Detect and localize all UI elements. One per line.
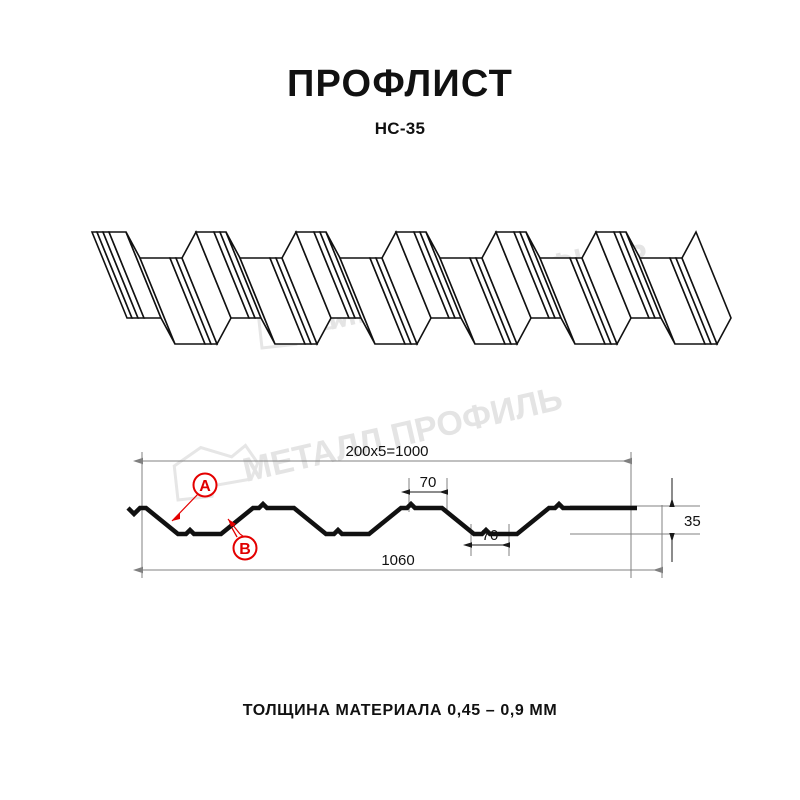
callout-b-circle <box>232 535 258 561</box>
watermark-logo-icon-2 <box>172 443 260 502</box>
page-title: ПРОФЛИСТ <box>287 63 513 105</box>
dimension-overall-width: 1060 <box>133 552 663 574</box>
header-block: ПРОФЛИСТ НС-35 <box>0 62 800 140</box>
dimension-label-valley-width: 70 <box>482 527 499 544</box>
callout-a-label: A <box>199 478 211 495</box>
watermark-text-upper: МЕТАЛЛ ПРОФИЛЬ <box>323 227 650 338</box>
material-thickness-label: ТОЛЩИНА МАТЕРИАЛА 0,45 – 0,9 ММ <box>242 702 558 719</box>
dimension-label-effective-width: 200x5=1000 <box>346 443 429 460</box>
dimension-label-crest-width: 70 <box>420 474 437 491</box>
isometric-corrugation-group <box>90 230 732 346</box>
dimension-profile-height: 35 <box>669 478 701 562</box>
dimension-effective-width: 200x5=1000 <box>133 443 632 465</box>
dimension-crest-width: 70 <box>401 474 448 495</box>
watermark-text-lower: МЕТАЛЛ ПРОФИЛЬ <box>239 379 566 490</box>
dimension-label-overall-width: 1060 <box>381 552 414 569</box>
watermark-lower: МЕТАЛЛ ПРОФИЛЬ <box>172 379 566 502</box>
footer-block: ТОЛЩИНА МАТЕРИАЛА 0,45 – 0,9 ММ <box>0 702 800 720</box>
product-model-label: НС-35 <box>374 119 426 138</box>
callout-a: A <box>171 472 218 522</box>
dimension-label-profile-height: 35 <box>684 513 701 530</box>
profile-outline <box>126 500 637 537</box>
dimension-valley-width: 70 <box>463 527 510 548</box>
extension-lines <box>141 452 700 578</box>
watermark-upper: МЕТАЛЛ ПРОФИЛЬ <box>256 227 650 350</box>
callout-b-label: B <box>239 541 251 558</box>
watermark-logo-icon <box>256 291 344 350</box>
callout-a-circle <box>192 472 218 498</box>
callout-b: B <box>227 518 258 561</box>
